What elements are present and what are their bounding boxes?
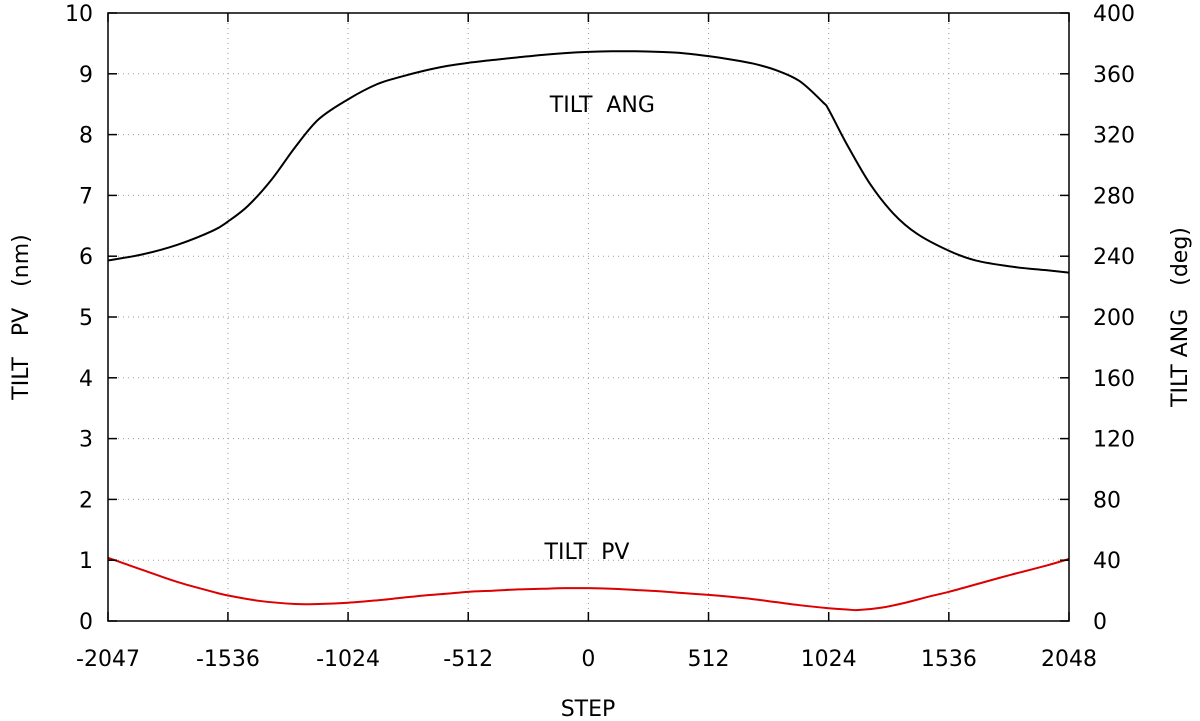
y-right-tick-label: 120 [1093, 428, 1135, 453]
y-right-tick-label: 360 [1093, 63, 1135, 88]
y-right-tick-label: 80 [1093, 488, 1121, 513]
x-axis-label: STEP [561, 697, 616, 721]
y-right-label-part-2: (deg) [1168, 227, 1193, 286]
grid [108, 13, 1069, 621]
y-left-axis-label-text: TILT PV (nm) [9, 234, 34, 400]
y-right-tick-label: 40 [1093, 549, 1121, 574]
tick-marks [107, 12, 1070, 622]
x-tick-label: -2047 [76, 647, 140, 672]
y-right-axis-label-text: TILT ANG (deg) [1168, 227, 1193, 408]
y-left-tick-label: 4 [79, 367, 93, 392]
tick-labels: -2047 -1536 -1024 -512 0 512 1024 1536 2048 0 1 2 3 4… [65, 2, 1135, 672]
y-left-label-part-3: (nm) [9, 234, 34, 287]
series-layer [107, 50, 1070, 612]
y-left-tick-label: 7 [79, 184, 93, 209]
y-right-tick-label: 240 [1093, 245, 1135, 270]
y-left-tick-label: 8 [79, 124, 93, 149]
series-line-tilt-pv [107, 556, 1070, 612]
y-right-tick-label: 400 [1093, 2, 1135, 27]
annotation-tilt-ang: TILT ANG [549, 93, 655, 118]
annotation-tilt-pv: TILT PV [544, 540, 630, 565]
y-left-axis-label: TILT PV (nm) [9, 234, 34, 400]
y-left-tick-label: 1 [79, 549, 93, 574]
y-left-tick-label: 10 [65, 2, 93, 27]
y-right-tick-label: 200 [1093, 306, 1135, 331]
y-left-tick-label: 5 [79, 306, 93, 331]
y-right-tick-label: 320 [1093, 124, 1135, 149]
x-tick-label: 1536 [921, 647, 977, 672]
x-tick-label: -1536 [196, 647, 260, 672]
x-tick-label: 1024 [801, 647, 857, 672]
y-left-tick-label: 0 [79, 610, 93, 635]
y-right-tick-label: 280 [1093, 184, 1135, 209]
y-right-axis-label: TILT ANG (deg) [1168, 227, 1193, 408]
x-tick-label: 2048 [1041, 647, 1097, 672]
x-tick-label: -1024 [316, 647, 380, 672]
x-tick-label: 512 [688, 647, 730, 672]
y-right-tick-label: 160 [1093, 367, 1135, 392]
series-line-tilt-ang [107, 50, 1070, 274]
y-left-label-part-2: PV [9, 308, 34, 336]
y-left-tick-label: 6 [79, 245, 93, 270]
y-right-label-part-1: TILT ANG [1168, 309, 1193, 408]
y-left-tick-label: 9 [79, 63, 93, 88]
x-tick-label: 0 [581, 647, 595, 672]
x-tick-label: -512 [443, 647, 493, 672]
y-left-label-part-1: TILT [9, 357, 34, 401]
y-right-tick-label: 0 [1093, 610, 1107, 635]
y-left-tick-label: 2 [79, 488, 93, 513]
y-left-tick-label: 3 [79, 428, 93, 453]
